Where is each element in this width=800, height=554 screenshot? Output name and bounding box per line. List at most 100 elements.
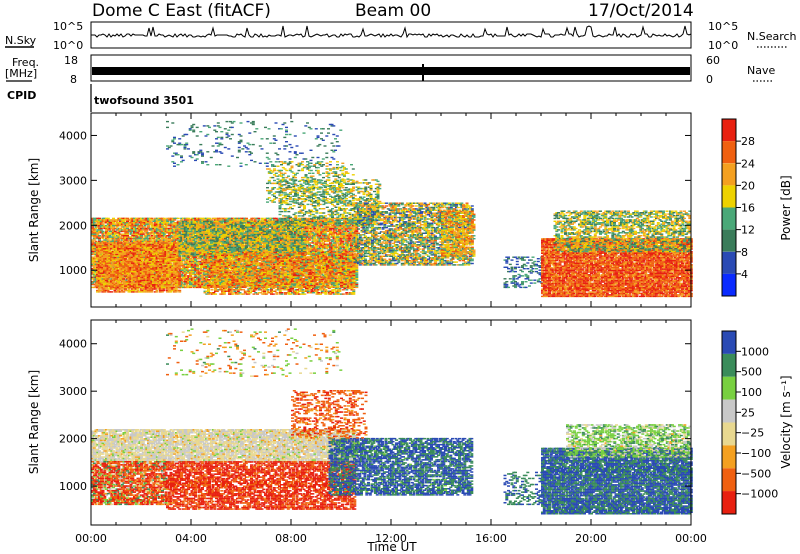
heatmap-cell [264,219,267,220]
heatmap-cell [245,218,248,219]
heatmap-cell [161,225,164,226]
heatmap-cell [107,239,110,240]
heatmap-cell [147,235,150,236]
heatmap-cell [93,272,96,273]
heatmap-cell [149,239,152,240]
heatmap-cell [257,218,260,219]
freq-tick-top: 18 [64,54,78,67]
heatmap-cell [109,229,112,230]
heatmap-cell [98,235,101,236]
heatmap-cell [126,232,129,233]
heatmap-cell [116,226,119,227]
heatmap-cell [173,241,176,242]
heatmap-cell [126,228,129,229]
heatmap-cell [151,222,154,223]
heatmap-cell [250,219,253,220]
heatmap-cell [145,236,148,237]
heatmap-cell [189,287,192,288]
heatmap-cell [165,226,168,227]
heatmap-cell [254,221,257,222]
station-title: Dome C East (fitACF) [92,1,271,21]
nave-tick-bottom: 0 [706,73,713,86]
heatmap-cell [186,268,189,269]
heatmap-cell [95,241,98,242]
nsearch-tick-top: 10^5 [708,20,738,33]
heatmap-cell [180,219,183,220]
heatmap-cell [194,257,197,258]
heatmap-cell [137,232,140,233]
heatmap-cell [156,232,159,233]
heatmap-cell [121,225,124,226]
heatmap-cell [93,267,96,268]
power-heatmap [91,121,693,297]
heatmap-cell [109,235,112,236]
heatmap-cell [196,265,199,266]
heatmap-cell [166,221,169,222]
freq-tick-bottom: 8 [70,73,77,86]
heatmap-cell [126,226,129,227]
heatmap-cell [208,218,211,219]
heatmap-cell [261,218,264,219]
heatmap-cell [100,228,103,229]
heatmap-cell [187,218,190,219]
heatmap-cell [102,238,105,239]
heatmap-cell [107,238,110,239]
heatmap-cell [172,221,175,222]
heatmap-cell [191,264,194,265]
freq-panel: Freq. [MHz] 18 8 60 0 Nave [5,54,775,86]
heatmap-cell [200,258,203,259]
heatmap-cell [165,236,168,237]
heatmap-cell [242,244,245,245]
heatmap-cell [145,259,148,260]
heatmap-cell [149,234,152,235]
heatmap-cell [112,218,115,219]
nsearch-label: N.Search [747,30,797,43]
freq-trace [92,67,690,75]
cpid-label: CPID [7,89,36,102]
heatmap-cell [158,238,161,239]
heatmap-cell [182,285,185,286]
heatmap-cell [130,232,133,233]
heatmap-cell [133,226,136,227]
heatmap-cell [140,235,143,236]
nave-tick-top: 60 [706,54,720,67]
heatmap-cell [200,268,203,269]
heatmap-cell [93,259,96,260]
heatmap-cell [163,234,166,235]
heatmap-cell [184,274,187,275]
heatmap-cell [93,239,96,240]
cpid-value: twofsound 3501 [94,94,194,107]
nsky-tick-bottom: 10^0 [53,39,83,52]
heatmap-cell [163,218,166,219]
heatmap-cell [166,222,169,223]
heatmap-cell [98,218,101,219]
heatmap-cell [170,235,173,236]
heatmap-cell [151,235,154,236]
noise-panel: N.Sky 10^5 10^0 10^5 10^0 N.Search [5,20,797,52]
heatmap-cell [102,234,105,235]
heatmap-cell [112,222,115,223]
heatmap-cell [152,234,155,235]
heatmap-cell [210,219,213,220]
heatmap-cell [200,272,203,273]
heatmap-cell [196,267,199,268]
heatmap-cell [147,226,150,227]
heatmap-cell [96,234,99,235]
heatmap-cell [245,219,248,220]
heatmap-cell [98,239,101,240]
heatmap-cell [93,229,96,230]
heatmap-cell [93,284,96,285]
heatmap-cell [145,229,148,230]
heatmap-cell [119,228,122,229]
nave-label: Nave [747,64,775,77]
radar-summary-plot: Dome C East (fitACF) Beam 00 17/Oct/2014… [0,0,800,554]
heatmap-cell [168,238,171,239]
heatmap-cell [102,224,105,225]
heatmap-cell [100,229,103,230]
heatmap-cell [135,235,138,236]
heatmap-cell [135,222,138,223]
heatmap-cell [93,257,96,258]
heatmap-cell [196,270,199,271]
heatmap-cell [152,238,155,239]
heatmap-cell [161,236,164,237]
